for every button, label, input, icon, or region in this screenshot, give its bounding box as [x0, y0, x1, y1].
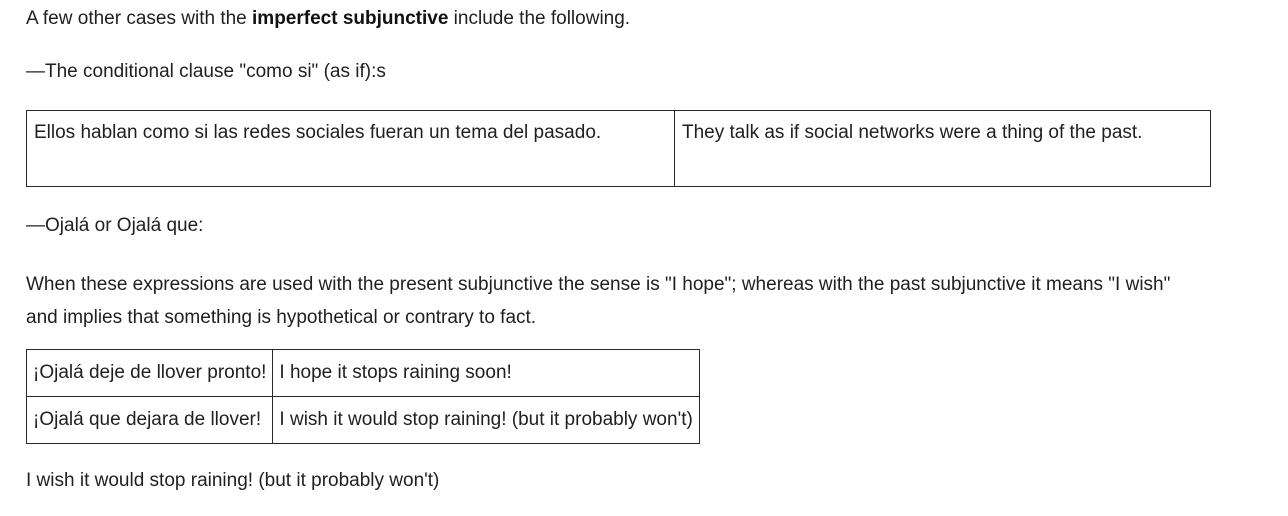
- english-translation-cell: I wish it would stop raining! (but it pr…: [272, 396, 700, 444]
- ojala-example-table: ¡Ojalá deje de llover pronto! I hope it …: [25, 349, 700, 444]
- spanish-example-cell: Ellos hablan como si las redes sociales …: [26, 110, 675, 187]
- table-row: Ellos hablan como si las redes sociales …: [26, 110, 1211, 187]
- ojala-heading: —Ojalá or Ojalá que:: [26, 215, 204, 236]
- english-translation-cell: They talk as if social networks were a t…: [674, 110, 1211, 187]
- spanish-example-cell: ¡Ojalá deje de llover pronto!: [25, 349, 274, 397]
- como-si-example-table: Ellos hablan como si las redes sociales …: [26, 110, 1211, 187]
- intro-text-before: A few other cases with the: [26, 8, 253, 29]
- como-si-heading: —The conditional clause "como si" (as if…: [26, 61, 386, 82]
- table-row: ¡Ojalá deje de llover pronto! I hope it …: [25, 349, 700, 397]
- trailing-text: I wish it would stop raining! (but it pr…: [26, 470, 440, 491]
- intro-text: A few other cases with the imperfect sub…: [26, 8, 630, 30]
- table-row: ¡Ojalá que dejara de llover! I wish it w…: [25, 396, 700, 444]
- english-translation-cell: I hope it stops raining soon!: [272, 349, 700, 397]
- intro-text-after: include the following.: [448, 8, 631, 29]
- ojala-explanation-paragraph: When these expressions are used with the…: [26, 274, 1171, 328]
- spanish-example-cell: ¡Ojalá que dejara de llover!: [25, 396, 274, 444]
- intro-bold-term: imperfect subjunctive: [252, 8, 449, 29]
